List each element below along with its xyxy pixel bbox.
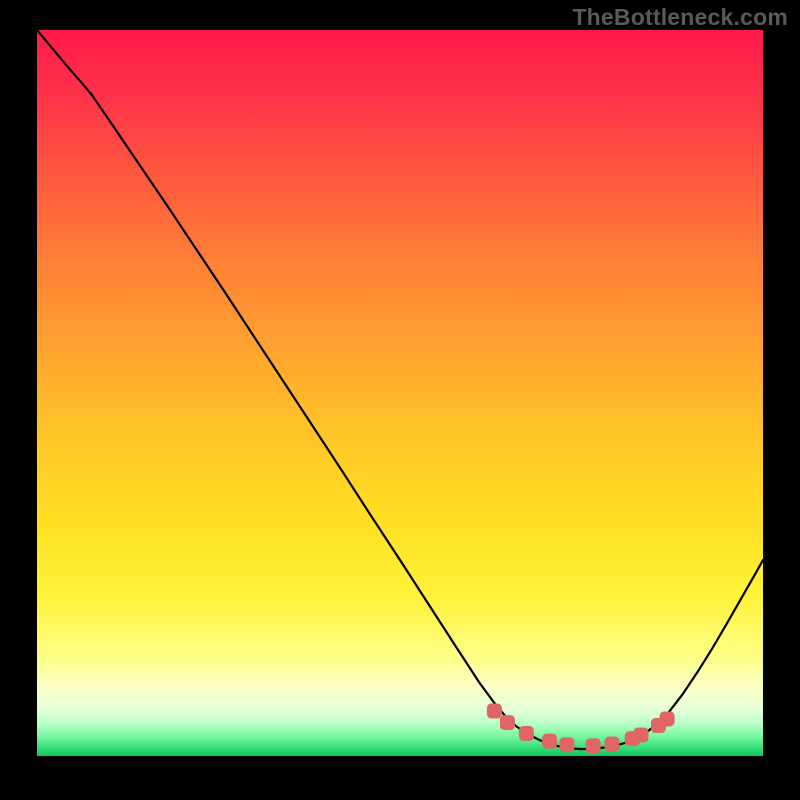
- curve-marker: [543, 734, 557, 748]
- page-root: { "watermark": { "text": "TheBottleneck.…: [0, 0, 800, 800]
- curve-marker: [487, 704, 501, 718]
- watermark-text: TheBottleneck.com: [572, 4, 788, 31]
- curve-marker: [605, 737, 619, 751]
- gradient-background: [37, 30, 763, 756]
- curve-marker: [634, 728, 648, 742]
- plot-area: [37, 30, 763, 756]
- curve-marker: [560, 738, 574, 752]
- curve-marker: [500, 716, 514, 730]
- curve-marker: [660, 712, 674, 726]
- curve-marker: [586, 739, 600, 753]
- plot-svg: [37, 30, 763, 756]
- curve-marker: [519, 726, 533, 740]
